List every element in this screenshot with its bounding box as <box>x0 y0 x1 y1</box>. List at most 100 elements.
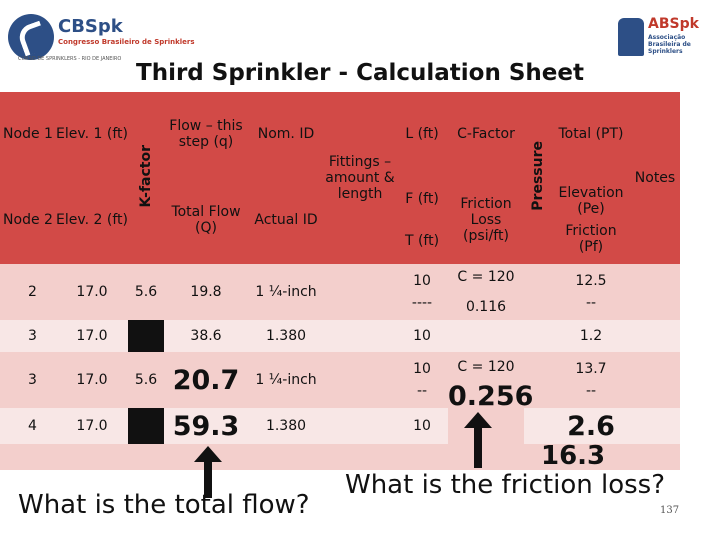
abspk-logo: ABSpk Associação Brasileira de Sprinkler… <box>618 14 714 64</box>
cell-notes <box>630 320 680 352</box>
header-total-flow: Total Flow (Q) <box>164 176 248 264</box>
header-elev1: Elev. 1 (ft) <box>56 92 128 176</box>
header-friction-pf: Friction (Pf) <box>565 223 617 255</box>
header-elev2: Elev. 2 (ft) <box>56 176 128 264</box>
calculation-table: Node 1 Elev. 1 (ft) K-factor Flow – this… <box>0 92 680 470</box>
cell-pipe: 1.380 <box>248 408 324 444</box>
cbspk-logo: CBSpk Congresso Brasileiro de Sprinklers… <box>8 14 195 66</box>
cell-notes <box>630 352 680 408</box>
cell-c-value: C = 120 <box>457 358 515 375</box>
cell-node: 2 <box>0 264 56 320</box>
cell-flow-highlight: 59.3 <box>164 408 248 444</box>
header-f-t-cell: F (ft) T (ft) <box>396 176 448 264</box>
cell-fittings <box>324 264 396 320</box>
arrow-up-icon <box>464 412 492 468</box>
total-pt-sum: 16.3 <box>541 441 606 471</box>
header-notes: Notes <box>630 92 680 264</box>
cell-length-f: ---- <box>411 295 433 311</box>
header-elevation-pe: Elevation (Pe) <box>558 185 624 217</box>
cell-elevation-pe: -- <box>585 383 597 399</box>
cell-flow-highlight: 20.7 <box>164 352 248 408</box>
header-f-ft: F (ft) <box>405 191 439 207</box>
header-actual-id: Actual ID <box>248 176 324 264</box>
cell-notes <box>630 408 680 444</box>
table-row: 3 17.0 5.6 20.7 1 ¼-inch 10 -- C = 120 0… <box>0 352 680 444</box>
cell-length: 10 <box>396 408 448 444</box>
cell-fittings <box>324 408 396 444</box>
cell-friction-pf: 1.2 <box>552 320 630 352</box>
cbspk-logo-subtitle: Congresso Brasileiro de Sprinklers <box>58 38 195 46</box>
question-total-flow: What is the total flow? <box>18 490 310 520</box>
page-title: Third Sprinkler - Calculation Sheet <box>136 60 584 86</box>
cell-fittings <box>324 320 396 352</box>
cell-node: 3 <box>0 320 56 352</box>
header-node1: Node 1 <box>0 92 56 176</box>
cell-length: 10 -- <box>396 352 448 408</box>
cell-pressure <box>524 352 552 408</box>
abspk-logo-subtitle: Associação Brasileira de Sprinklers <box>648 34 691 55</box>
table-row: 2 17.0 5.6 19.8 1 ¼-inch 10 ---- C = 120… <box>0 264 680 320</box>
cell-pressure <box>524 320 552 352</box>
header-t-ft: T (ft) <box>404 233 440 249</box>
cbspk-logo-mark-icon <box>8 14 54 60</box>
cell-pt: 12.5 -- <box>552 264 630 320</box>
cell-elev: 17.0 <box>56 320 128 352</box>
cell-notes <box>630 264 680 320</box>
cell-length-l: 10 <box>413 361 431 377</box>
header-total-pt: Total (PT) <box>552 92 630 176</box>
cell-total-pt: 12.5 <box>575 273 607 289</box>
header-pressure-cell: Pressure <box>524 92 552 264</box>
cell-c-factor <box>448 320 524 352</box>
question-friction-loss: What is the friction loss? <box>345 470 665 500</box>
header-kfactor-cell: K-factor <box>128 92 164 264</box>
cell-kfactor: 5.6 <box>128 264 164 320</box>
cell-elev: 17.0 <box>56 352 128 408</box>
cell-c-factor: C = 120 0.116 <box>448 264 524 320</box>
header-l-ft: L (ft) <box>396 92 448 176</box>
header-node2: Node 2 <box>0 176 56 264</box>
cell-node: 3 <box>0 352 56 408</box>
abspk-logo-mark-icon <box>618 18 644 56</box>
arrow-up-icon <box>194 446 222 498</box>
header-nom-id: Nom. ID <box>248 92 324 176</box>
empty-row <box>0 444 680 470</box>
cell-elevation-pe: -- <box>585 295 597 311</box>
header-kfactor: K-factor <box>138 144 154 208</box>
header-pe-pf-cell: Elevation (Pe) Friction (Pf) <box>552 176 630 264</box>
cell-pressure <box>524 408 552 444</box>
cell-pipe: 1 ¼-inch <box>248 264 324 320</box>
cbspk-logo-title: CBSpk <box>58 16 123 37</box>
header-flow-q: Flow – this step (q) <box>164 92 248 176</box>
table-row: 3 17.0 38.6 1.380 10 1.2 <box>0 320 680 352</box>
cell-pipe: 1.380 <box>248 320 324 352</box>
table-row <box>0 444 680 470</box>
cell-length-l: 10 <box>413 273 431 289</box>
cell-friction-loss: 0.116 <box>465 299 507 315</box>
page-number: 137 <box>660 505 680 516</box>
cell-length: 10 <box>396 320 448 352</box>
cell-kfactor: 5.6 <box>128 352 164 408</box>
header-friction-loss: Friction Loss (psi/ft) <box>448 176 524 264</box>
table-row: 4 17.0 59.3 1.380 10 2.6 <box>0 408 680 444</box>
cell-kfactor-blackout <box>128 408 164 444</box>
cbspk-logo-line: CURSO DE SPRINKLERS - RIO DE JANEIRO <box>18 56 122 62</box>
cell-pipe: 1 ¼-inch <box>248 352 324 408</box>
header-fittings: Fittings – amount & length <box>324 92 396 264</box>
cell-c-factor: C = 120 0.256 <box>448 352 534 444</box>
cell-fittings <box>324 352 396 408</box>
cell-elev: 17.0 <box>56 264 128 320</box>
cell-node: 4 <box>0 408 56 444</box>
cell-elev: 17.0 <box>56 408 128 444</box>
cell-friction-pf-highlight: 2.6 <box>552 408 630 444</box>
cell-pressure <box>524 264 552 320</box>
cell-kfactor-blackout <box>128 320 164 352</box>
header-band <box>0 0 720 92</box>
cell-friction-loss-highlight: 0.256 <box>448 380 534 412</box>
cell-length: 10 ---- <box>396 264 448 320</box>
abspk-logo-title: ABSpk <box>648 16 699 32</box>
cell-total-pt: 13.7 <box>575 361 607 377</box>
cell-c-value: C = 120 <box>457 269 515 285</box>
cell-flow: 19.8 <box>164 264 248 320</box>
header-pressure: Pressure <box>530 141 546 211</box>
cell-flow: 38.6 <box>164 320 248 352</box>
